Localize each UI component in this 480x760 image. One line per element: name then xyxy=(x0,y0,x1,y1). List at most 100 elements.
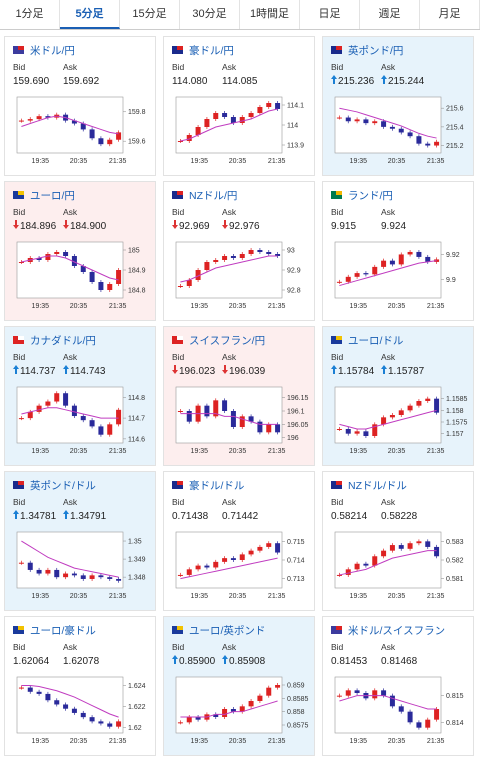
y-tick-label: 1.622 xyxy=(128,704,146,711)
moving-average-line xyxy=(180,255,278,283)
candle xyxy=(204,262,210,270)
y-tick-label: 1.158 xyxy=(446,408,464,415)
plot-area xyxy=(16,96,124,154)
candle xyxy=(434,546,440,557)
rate-card[interactable]: ユーロ/円 Bid Ask 184.896 184.900 185 184.9 184.8 19… xyxy=(4,181,156,321)
candle xyxy=(63,393,69,406)
rate-card[interactable]: 豪ドル/円 Bid Ask 114.080 114.085 114.1 114 113.9 19… xyxy=(163,36,315,176)
flag-icon xyxy=(177,46,183,50)
candle xyxy=(230,411,236,427)
candle xyxy=(116,409,122,425)
ask-label: Ask xyxy=(63,497,78,507)
timeframe-tabs: 1分足 5分足 15分足 30分足 1時間足 日足 週足 月足 xyxy=(0,0,480,30)
candle xyxy=(354,563,360,570)
candle xyxy=(336,117,342,119)
candle xyxy=(80,712,86,718)
moving-average-line xyxy=(339,695,437,710)
candle xyxy=(195,717,201,720)
candle xyxy=(107,139,113,145)
rate-card[interactable]: ランド/円 Bid Ask 9.915 9.924 9.92 9.9 19:35 20:35 21… xyxy=(322,181,474,321)
rate-card[interactable]: NZドル/ドル Bid Ask 0.58214 0.58228 0.583 0.582 0.5… xyxy=(322,471,474,611)
x-tick-label: 21:35 xyxy=(427,158,445,165)
plot-area xyxy=(175,676,283,734)
candle xyxy=(80,123,86,130)
rate-card[interactable]: ユーロ/豪ドル Bid Ask 1.62064 1.62078 1.624 1.622 1.6… xyxy=(4,616,156,756)
candle xyxy=(177,411,183,412)
candle xyxy=(54,700,60,705)
candle xyxy=(213,113,219,119)
rate-card[interactable]: 米ドル/円 Bid Ask 159.690 159.692 159.8 159.6 19:35… xyxy=(4,36,156,176)
candle xyxy=(257,695,263,701)
ask-label: Ask xyxy=(222,497,237,507)
candle xyxy=(372,556,378,566)
candle xyxy=(266,424,272,433)
pair-name: ユーロ/円 xyxy=(30,190,75,202)
trend-arrow xyxy=(13,510,19,519)
ask-label: Ask xyxy=(222,207,237,217)
ask-value: 114.743 xyxy=(70,366,106,377)
timeframe-tab[interactable]: 5分足 xyxy=(60,0,120,29)
candle xyxy=(336,574,342,576)
candle xyxy=(398,545,404,549)
timeframe-tab[interactable]: 日足 xyxy=(300,0,360,29)
bid-label: Bid xyxy=(331,352,344,362)
rate-card[interactable]: ユーロ/ドル Bid Ask 1.15784 1.15787 1.1585 1.158 1.1… xyxy=(322,326,474,466)
pair-name: カナダドル/円 xyxy=(30,334,96,347)
candle xyxy=(98,575,104,578)
rate-card[interactable]: 英ポンド/ドル Bid Ask 1.34781 1.34791 1.35 1.349 1.34… xyxy=(4,471,156,611)
x-tick-label: 20:35 xyxy=(388,448,406,455)
bid-label: Bid xyxy=(172,207,185,217)
candle xyxy=(36,569,42,574)
candle xyxy=(381,260,387,267)
timeframe-tab[interactable]: 1時間足 xyxy=(240,0,300,29)
timeframe-tab[interactable]: 1分足 xyxy=(0,0,60,29)
x-tick-label: 20:35 xyxy=(229,738,247,745)
rate-card[interactable]: スイスフラン/円 Bid Ask 196.023 196.039 196.15 196.1 1… xyxy=(163,326,315,466)
y-tick-label: 9.92 xyxy=(446,252,460,259)
candle xyxy=(434,398,440,413)
candle xyxy=(275,424,281,433)
candle xyxy=(372,266,378,275)
rate-card[interactable]: NZドル/円 Bid Ask 92.969 92.976 93 92.9 92.8 19:35 2… xyxy=(163,181,315,321)
y-tick-label: 215.2 xyxy=(446,143,464,150)
rate-card[interactable]: ユーロ/英ポンド Bid Ask 0.85900 0.85908 0.859 0.8585 0… xyxy=(163,616,315,756)
candle xyxy=(363,431,369,436)
candle xyxy=(186,280,192,286)
rate-card-graphic: 豪ドル/ドル Bid Ask 0.71438 0.71442 0.715 0.714 0.71… xyxy=(172,479,305,600)
timeframe-tab[interactable]: 15分足 xyxy=(120,0,180,29)
flag-icon xyxy=(18,626,24,630)
candle xyxy=(345,117,351,122)
candle xyxy=(107,284,113,290)
ask-value: 1.62078 xyxy=(63,656,100,667)
rate-card[interactable]: カナダドル/円 Bid Ask 114.737 114.743 114.8 114.7 114… xyxy=(4,326,156,466)
flag-icon xyxy=(177,191,183,195)
candle xyxy=(45,401,51,406)
candle xyxy=(425,541,431,547)
y-tick-label: 159.8 xyxy=(128,109,146,116)
ask-value: 0.58228 xyxy=(381,511,418,522)
x-tick-label: 19:35 xyxy=(191,448,209,455)
candle xyxy=(345,569,351,575)
rate-card[interactable]: 英ポンド/円 Bid Ask 215.236 215.244 215.6 215.4 215.… xyxy=(322,36,474,176)
moving-average-line xyxy=(180,700,278,718)
flag-icon xyxy=(177,336,183,340)
candle xyxy=(248,701,254,707)
candle xyxy=(36,691,42,694)
rate-card[interactable]: 米ドル/スイスフラン Bid Ask 0.81453 0.81468 0.815 0.814… xyxy=(322,616,474,756)
y-tick-label: 113.9 xyxy=(287,143,304,150)
ask-label: Ask xyxy=(63,62,78,72)
candle xyxy=(18,562,24,564)
candle xyxy=(407,711,413,723)
x-tick-label: 21:35 xyxy=(268,738,286,745)
bid-label: Bid xyxy=(13,497,26,507)
rate-card[interactable]: 豪ドル/ドル Bid Ask 0.71438 0.71442 0.715 0.714 0.71… xyxy=(163,471,315,611)
timeframe-tab[interactable]: 週足 xyxy=(360,0,420,29)
ask-label: Ask xyxy=(381,62,396,72)
candle xyxy=(89,272,95,282)
timeframe-tab[interactable]: 30分足 xyxy=(180,0,240,29)
bid-value: 114.080 xyxy=(172,76,208,87)
rate-card-graphic: 英ポンド/ドル Bid Ask 1.34781 1.34791 1.35 1.349 1.34… xyxy=(13,479,146,600)
y-tick-label: 93 xyxy=(287,248,295,255)
moving-average-line xyxy=(339,260,437,287)
timeframe-tab[interactable]: 月足 xyxy=(420,0,480,29)
